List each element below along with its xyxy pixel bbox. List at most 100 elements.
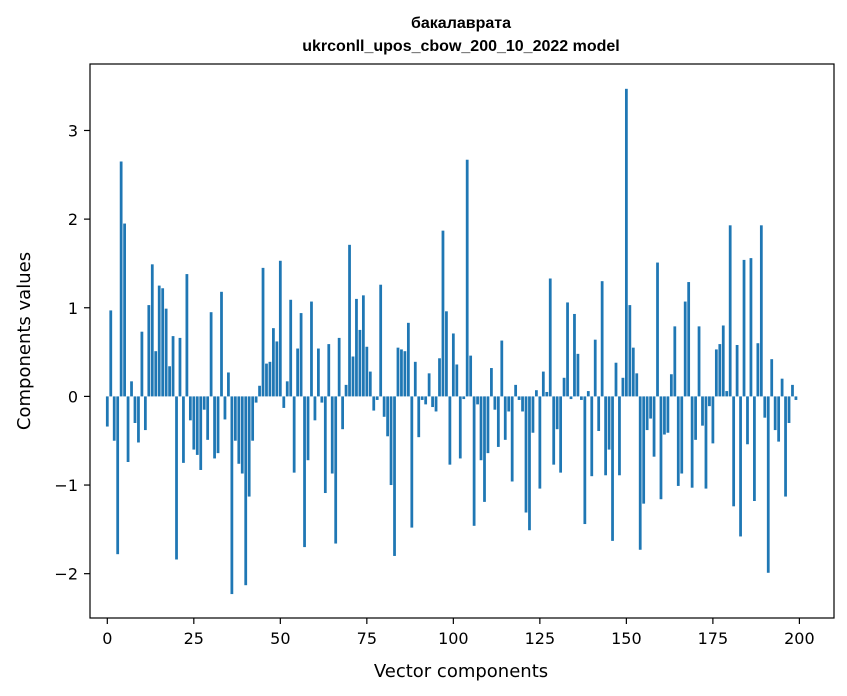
x-tick-label: 25 <box>184 629 204 648</box>
bar-144 <box>604 396 607 476</box>
bar-196 <box>784 396 787 497</box>
bar-177 <box>718 344 722 397</box>
bar-30 <box>209 312 213 397</box>
bar-95 <box>434 396 438 412</box>
bar-7 <box>130 381 133 397</box>
bar-22 <box>182 396 185 463</box>
bar-181 <box>732 396 736 507</box>
bar-141 <box>593 339 597 397</box>
y-tick-label: 3 <box>68 121 78 140</box>
bar-66 <box>334 396 338 544</box>
bar-51 <box>282 396 286 408</box>
bar-175 <box>711 396 715 444</box>
bar-23 <box>185 274 189 397</box>
bar-124 <box>535 390 538 397</box>
bar-129 <box>552 396 556 465</box>
bar-140 <box>590 396 594 477</box>
bar-71 <box>351 356 355 397</box>
bar-179 <box>725 391 729 397</box>
bar-161 <box>663 396 666 435</box>
bar-192 <box>770 359 774 397</box>
bar-147 <box>614 362 618 397</box>
x-tick-label: 125 <box>525 629 556 648</box>
bar-32 <box>216 396 220 454</box>
bar-148 <box>618 396 621 476</box>
bar-180 <box>728 225 732 397</box>
bar-191 <box>766 396 770 573</box>
y-tick-label: 0 <box>68 387 78 406</box>
bar-62 <box>320 396 324 403</box>
bar-102 <box>458 396 462 459</box>
bar-84 <box>396 347 400 397</box>
bar-56 <box>299 313 303 397</box>
y-tick-label: 2 <box>68 210 78 229</box>
plot-area-frame <box>89 63 835 619</box>
bar-88 <box>410 396 414 528</box>
bar-130 <box>555 396 559 430</box>
bar-1 <box>109 310 113 397</box>
bar-174 <box>708 396 711 407</box>
bar-93 <box>427 373 431 397</box>
bar-4 <box>119 161 123 397</box>
bar-120 <box>521 396 524 412</box>
bar-195 <box>780 378 784 397</box>
bar-182 <box>735 344 739 397</box>
bar-39 <box>240 396 244 474</box>
bar-122 <box>528 396 531 531</box>
bar-91 <box>420 396 424 400</box>
bar-15 <box>157 285 161 397</box>
bar-160 <box>659 396 663 500</box>
bar-164 <box>673 326 677 397</box>
bar-37 <box>233 396 237 441</box>
bar-162 <box>666 396 670 433</box>
bar-171 <box>697 326 701 397</box>
bar-151 <box>628 305 632 397</box>
bar-87 <box>406 322 410 397</box>
y-axis-label: Components values <box>14 252 35 430</box>
bar-34 <box>223 396 227 420</box>
bar-105 <box>469 355 473 397</box>
bar-25 <box>192 396 196 450</box>
bar-172 <box>701 396 704 426</box>
bar-150 <box>624 88 628 397</box>
bar-70 <box>348 244 351 397</box>
bar-183 <box>739 396 742 537</box>
bar-35 <box>227 372 230 397</box>
bar-116 <box>507 396 511 412</box>
bar-101 <box>455 364 459 397</box>
bar-64 <box>327 344 331 397</box>
bar-137 <box>580 396 583 400</box>
bar-170 <box>694 396 697 440</box>
x-tick-label: 200 <box>784 629 815 648</box>
bars-group <box>105 88 798 595</box>
bar-155 <box>642 396 646 504</box>
bar-75 <box>365 346 369 397</box>
bar-55 <box>296 348 300 397</box>
y-axis-ticks: −2 −1 0 1 2 3 <box>54 121 90 584</box>
bar-104 <box>465 159 469 397</box>
bar-199 <box>794 396 798 400</box>
bar-108 <box>479 396 483 461</box>
bar-190 <box>763 396 767 418</box>
bar-20 <box>175 396 178 560</box>
bar-138 <box>583 396 587 525</box>
bar-18 <box>168 366 171 397</box>
bar-73 <box>358 329 362 397</box>
bar-19 <box>171 336 175 397</box>
bar-110 <box>486 396 490 454</box>
bar-197 <box>787 396 791 423</box>
bar-158 <box>652 396 656 457</box>
bar-31 <box>213 396 216 459</box>
bar-76 <box>368 371 372 397</box>
bar-14 <box>154 351 158 397</box>
bar-143 <box>600 281 604 397</box>
x-tick-label: 100 <box>438 629 469 648</box>
bar-153 <box>635 373 639 397</box>
bar-149 <box>621 377 625 397</box>
bar-46 <box>265 363 268 397</box>
bar-198 <box>791 384 794 397</box>
bar-5 <box>123 223 126 397</box>
bar-131 <box>559 396 563 473</box>
bar-92 <box>424 396 428 405</box>
bar-85 <box>400 349 403 397</box>
